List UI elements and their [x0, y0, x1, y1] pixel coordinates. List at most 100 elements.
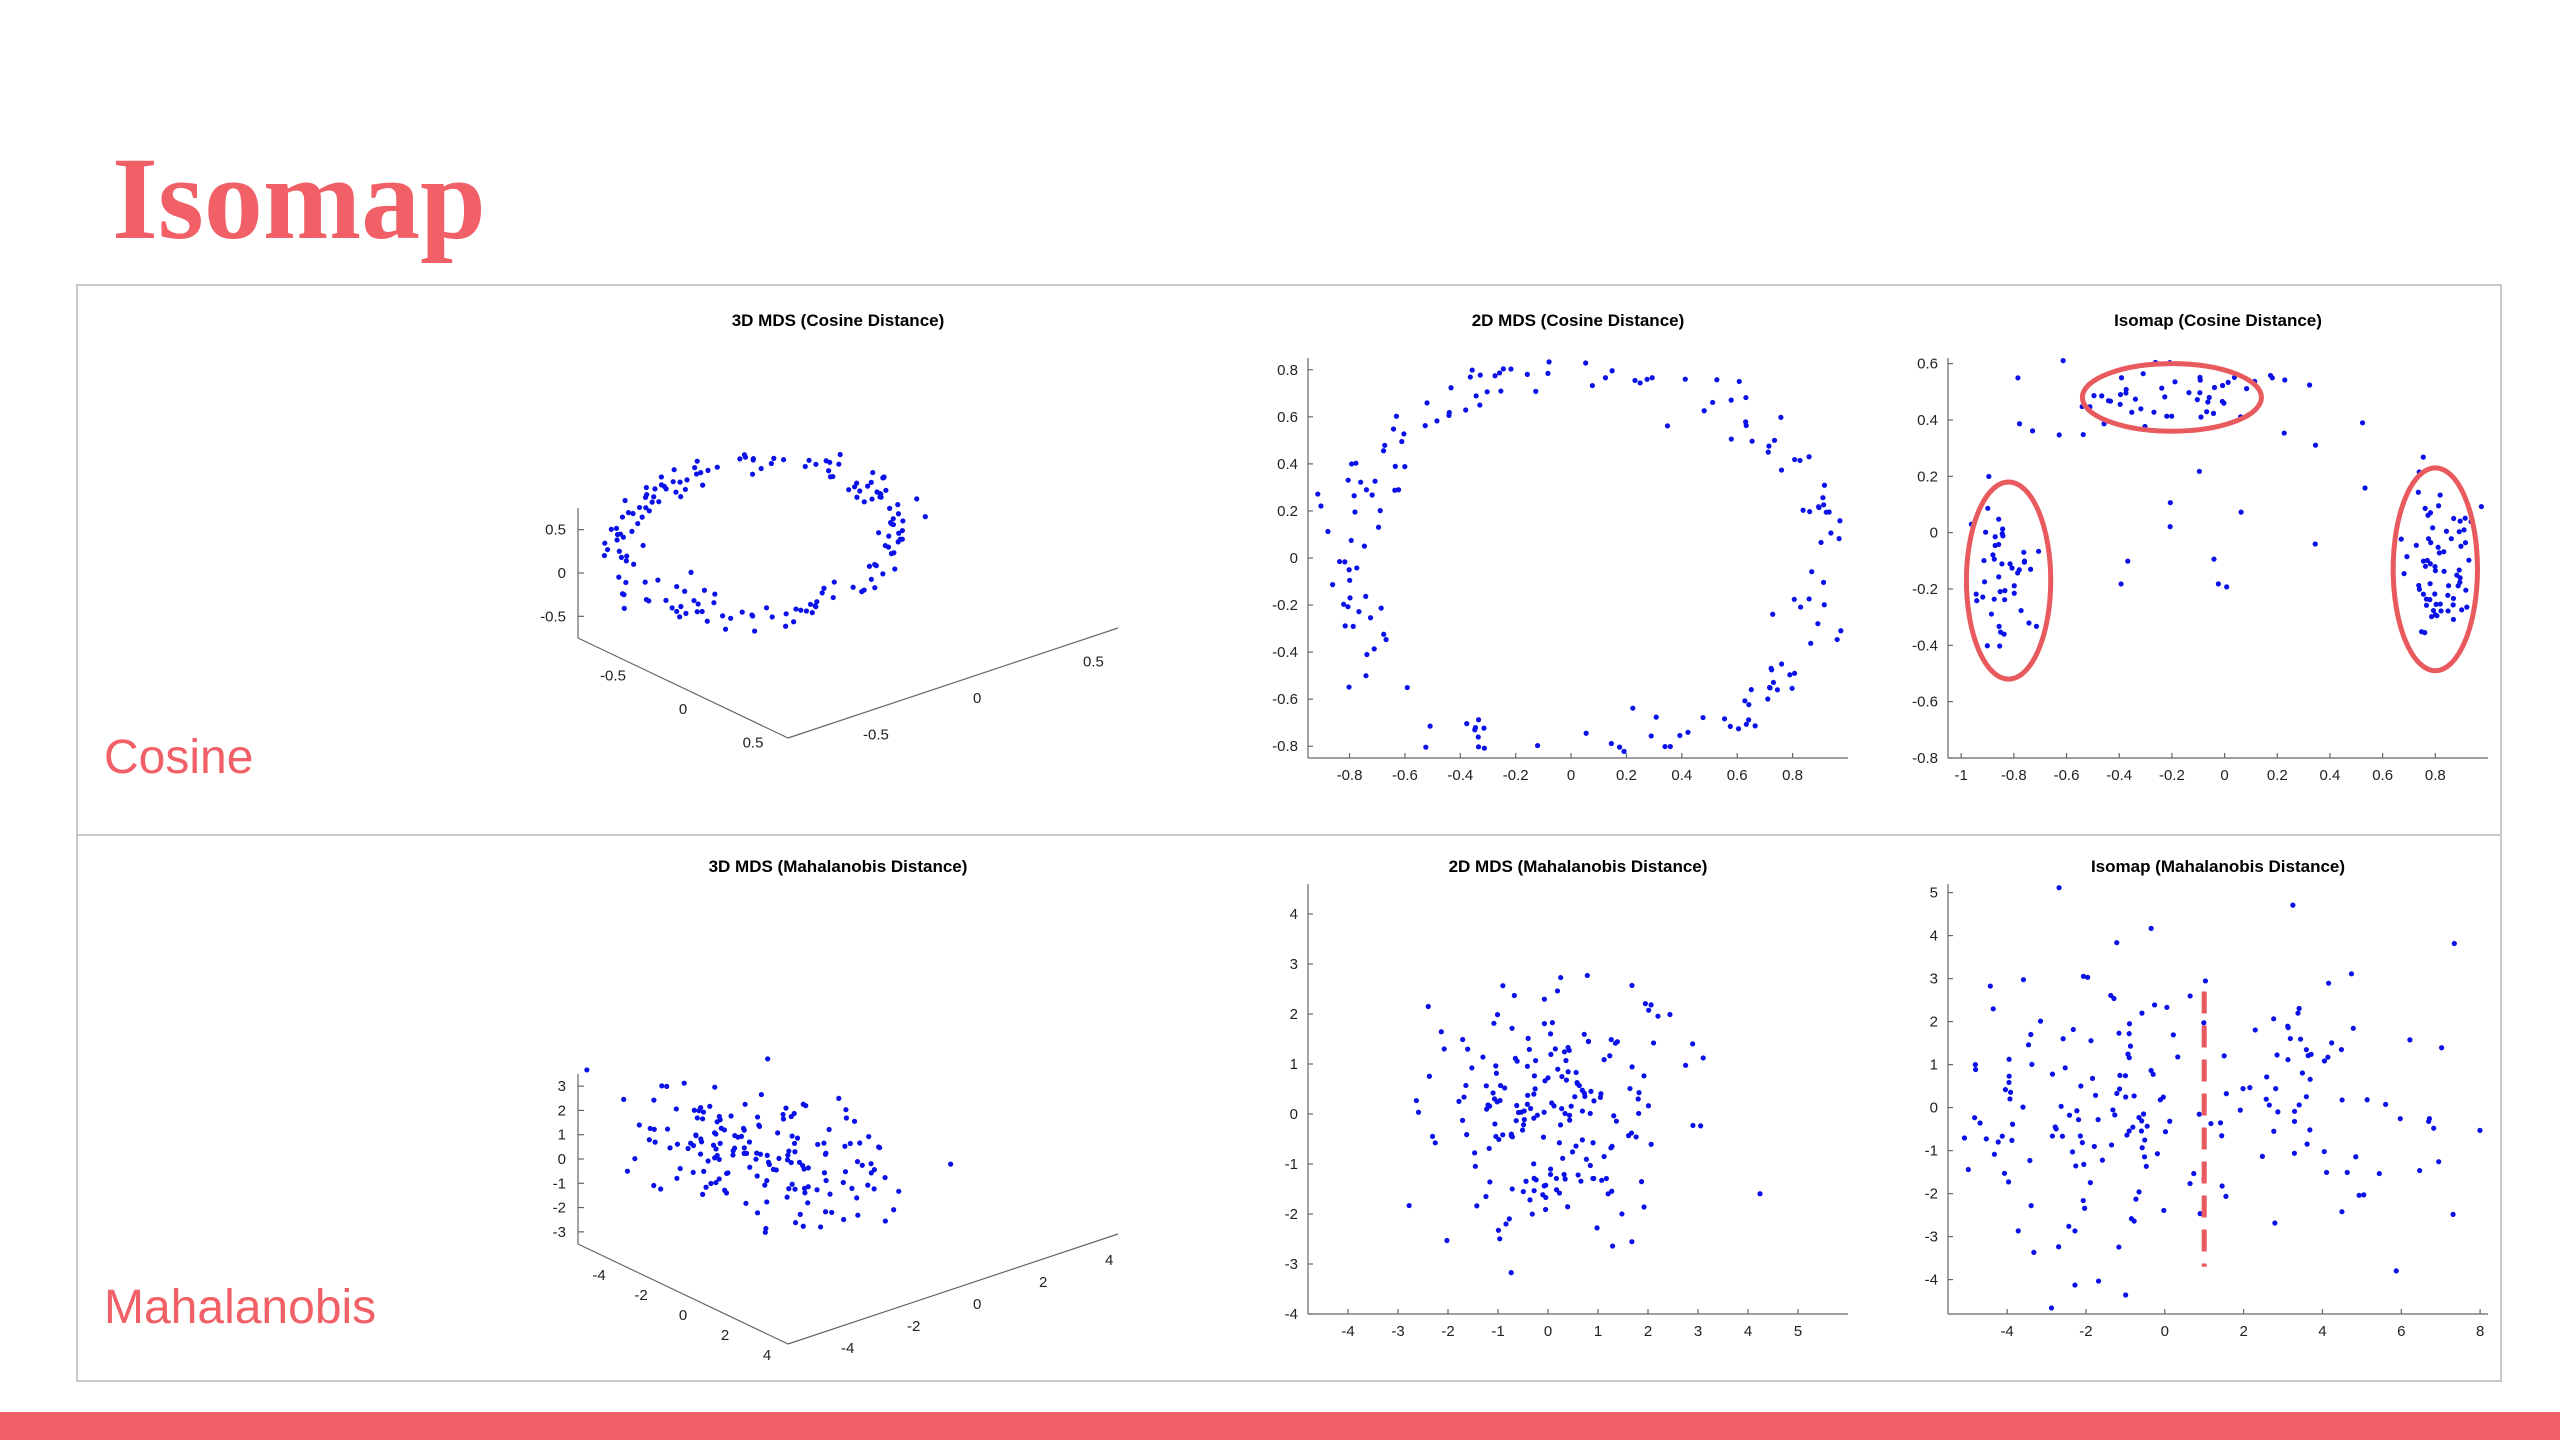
data-point [2266, 1102, 2272, 1108]
data-point [2437, 601, 2443, 607]
data-point [673, 1106, 679, 1112]
data-point [2049, 1133, 2055, 1139]
data-point [809, 610, 815, 616]
data-point [866, 563, 873, 569]
data-point [1700, 714, 1706, 721]
data-point [2167, 1118, 2173, 1124]
data-point [2020, 1104, 2026, 1110]
data-point [1494, 1012, 1501, 1018]
data-point [2087, 1180, 2093, 1186]
data-point [758, 465, 764, 472]
slide-title: Isomap [112, 133, 486, 264]
data-point [857, 1140, 863, 1146]
data-point [693, 1132, 699, 1138]
x-tick-label: 4 [2318, 1323, 2326, 1340]
data-point [892, 566, 898, 572]
data-point [2187, 993, 2193, 999]
data-point [880, 571, 886, 577]
data-point [1608, 1036, 1614, 1043]
data-point [1565, 1204, 1571, 1210]
data-point [1999, 1133, 2005, 1139]
data-point [652, 486, 658, 492]
data-point [2264, 1074, 2270, 1080]
y-tick-label: -1 [1285, 1156, 1298, 1173]
data-point [1502, 1085, 1508, 1091]
data-point [1748, 687, 1754, 693]
data-point [1635, 1096, 1641, 1102]
data-point [677, 1165, 683, 1172]
data-point [1765, 696, 1771, 702]
data-point [1415, 1109, 1422, 1115]
data-point [765, 1056, 771, 1062]
data-point [2056, 432, 2062, 438]
data-point [1500, 366, 1506, 372]
data-point [1361, 543, 1367, 549]
data-point [2432, 568, 2438, 574]
data-point [701, 1168, 707, 1174]
data-point [2081, 1161, 2087, 1167]
data-point [2420, 591, 2427, 597]
data-point [2091, 1143, 2097, 1150]
data-point [1325, 528, 1331, 535]
data-point [1992, 542, 1998, 549]
data-point [2020, 977, 2027, 983]
data-point [2194, 397, 2200, 403]
data-point [690, 1169, 696, 1176]
data-point [1838, 628, 1844, 634]
data-point [1549, 1020, 1556, 1026]
data-point [698, 470, 704, 476]
data-point [1997, 589, 2003, 595]
data-point [2048, 1305, 2055, 1311]
data-point [1584, 972, 1590, 979]
data-point [1460, 1036, 1466, 1043]
x-tick-label: 8 [2476, 1323, 2484, 1340]
data-point [643, 484, 649, 491]
data-point [2148, 1067, 2154, 1074]
data-point [2456, 529, 2462, 535]
data-point [1611, 1113, 1617, 1119]
x-tick-label: 0.8 [1782, 767, 1803, 784]
data-point [1820, 579, 1827, 585]
data-point [2154, 1151, 2161, 1157]
data-point [1821, 502, 1827, 508]
data-point [1542, 1206, 1549, 1213]
data-point [883, 487, 889, 493]
data-point [2126, 1021, 2133, 1027]
y-tick-label: 0 [1930, 1100, 1938, 1117]
chart-title: 2D MDS (Mahalanobis Distance) [1449, 857, 1708, 876]
data-point [796, 1159, 803, 1166]
data-point [2085, 974, 2091, 980]
data-point [2066, 1223, 2072, 1229]
data-point [2436, 1159, 2442, 1165]
data-point [1500, 983, 1506, 989]
data-point [764, 1152, 770, 1158]
data-point [2450, 1211, 2456, 1217]
data-point [716, 1156, 722, 1163]
data-point [800, 1223, 806, 1229]
data-point [2027, 566, 2034, 572]
data-point [725, 1170, 731, 1176]
data-point [2162, 394, 2168, 400]
data-point [1358, 479, 1364, 485]
data-point [2078, 1083, 2084, 1089]
y-tick-label: 2 [1039, 1274, 1047, 1291]
data-point [1399, 438, 1405, 445]
data-point [713, 1179, 719, 1186]
data-point [2056, 885, 2062, 891]
data-point [1992, 534, 1998, 540]
data-point [1540, 1134, 1547, 1140]
data-point [1483, 1083, 1489, 1089]
data-point [899, 527, 906, 534]
data-point [1746, 717, 1752, 723]
data-point [738, 1133, 745, 1140]
data-point [791, 1140, 798, 1146]
data-point [1749, 438, 1755, 444]
chart-title: 3D MDS (Cosine Distance) [732, 311, 945, 330]
data-point [2415, 489, 2421, 495]
data-point [754, 1210, 761, 1216]
data-point [2011, 583, 2017, 589]
data-point [1469, 1065, 1475, 1071]
data-point [742, 454, 749, 460]
data-point [2321, 1148, 2327, 1155]
data-point [1573, 1143, 1579, 1149]
